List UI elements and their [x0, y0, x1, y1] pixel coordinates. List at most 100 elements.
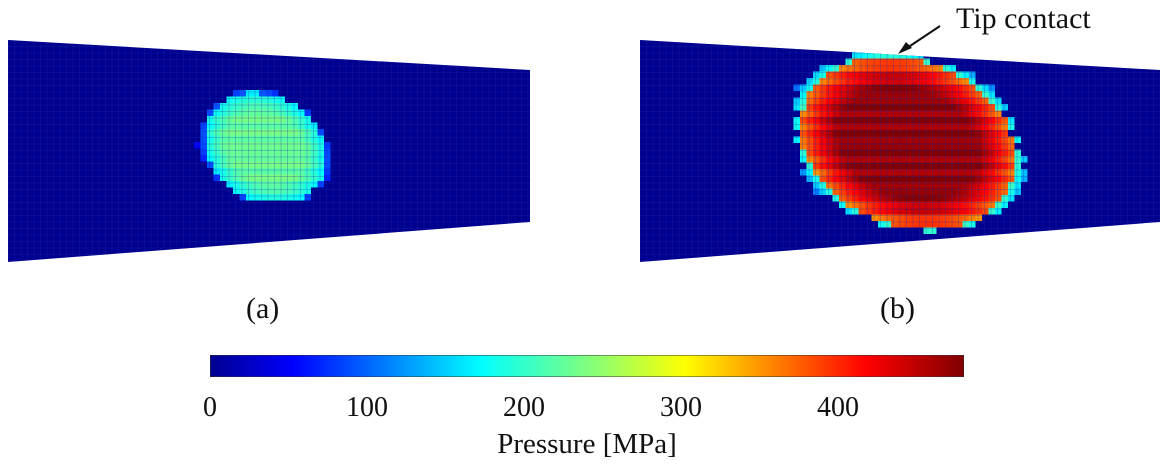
pressure-cell: [910, 110, 917, 117]
pressure-cell: [246, 96, 253, 103]
pressure-cell: [923, 221, 930, 228]
pressure-cell: [975, 195, 982, 202]
pressure-cell: [982, 156, 989, 163]
pressure-cell: [930, 162, 937, 169]
pressure-cell: [943, 201, 950, 208]
pressure-cell: [233, 116, 240, 123]
pressure-cell: [891, 208, 898, 215]
pressure-cell: [923, 195, 930, 202]
pressure-cell: [291, 142, 298, 149]
pressure-cell: [200, 122, 207, 129]
pressure-cell: [975, 188, 982, 195]
pressure-cell: [819, 182, 826, 189]
pressure-cell: [923, 130, 930, 137]
pressure-cell: [858, 201, 865, 208]
pressure-cell: [982, 195, 989, 202]
pressure-cell: [1014, 188, 1021, 195]
pressure-cell: [278, 135, 285, 142]
pressure-cell: [858, 104, 865, 111]
pressure-cell: [852, 182, 859, 189]
pressure-cell: [252, 181, 259, 188]
pressure-cell: [259, 148, 266, 155]
pressure-cell: [995, 104, 1002, 111]
pressure-cell: [884, 52, 891, 59]
pressure-cell: [949, 78, 956, 85]
pressure-cell: [884, 78, 891, 85]
pressure-cell: [936, 110, 943, 117]
pressure-cell: [878, 156, 885, 163]
pressure-cell: [839, 97, 846, 104]
pressure-cell: [285, 142, 292, 149]
pressure-cell: [884, 130, 891, 137]
pressure-cell: [910, 71, 917, 78]
pressure-cell: [858, 117, 865, 124]
pressure-cell: [923, 78, 930, 85]
pressure-cell: [858, 169, 865, 176]
pressure-cell: [819, 117, 826, 124]
pressure-cell: [923, 143, 930, 150]
pressure-cell: [213, 174, 220, 181]
pressure-cell: [298, 116, 305, 123]
pressure-cell: [865, 136, 872, 143]
pressure-cell: [936, 162, 943, 169]
pressure-cell: [845, 104, 852, 111]
pressure-cell: [800, 117, 807, 124]
pressure-cell: [956, 182, 963, 189]
pressure-cell: [806, 169, 813, 176]
pressure-cell: [278, 174, 285, 181]
pressure-cell: [975, 208, 982, 215]
pressure-cell: [793, 123, 800, 130]
pressure-cell: [839, 91, 846, 98]
pressure-cell: [910, 136, 917, 143]
pressure-cell: [252, 122, 259, 129]
pressure-cell: [819, 97, 826, 104]
pressure-cell: [317, 129, 324, 136]
pressure-cell: [936, 117, 943, 124]
pressure-cell: [871, 58, 878, 65]
pressure-cell: [858, 188, 865, 195]
pressure-cell: [285, 181, 292, 188]
pressure-cell: [246, 174, 253, 181]
pressure-cell: [943, 104, 950, 111]
pressure-cell: [891, 71, 898, 78]
pressure-cell: [982, 149, 989, 156]
pressure-cell: [871, 117, 878, 124]
pressure-cell: [858, 123, 865, 130]
pressure-cell: [910, 175, 917, 182]
pressure-cell: [298, 194, 305, 201]
pressure-cell: [949, 201, 956, 208]
pressure-cell: [213, 129, 220, 136]
pressure-cell: [839, 130, 846, 137]
pressure-cell: [871, 110, 878, 117]
pressure-cell: [839, 71, 846, 78]
pressure-cell: [207, 122, 214, 129]
pressure-cell: [239, 122, 246, 129]
pressure-cell: [220, 116, 227, 123]
pressure-cell: [865, 169, 872, 176]
pressure-cell: [845, 123, 852, 130]
pressure-cell: [259, 116, 266, 123]
pressure-cell: [891, 52, 898, 59]
pressure-cell: [988, 195, 995, 202]
pressure-cell: [917, 97, 924, 104]
pressure-cell: [904, 208, 911, 215]
pressure-cell: [878, 221, 885, 228]
pressure-cell: [949, 214, 956, 221]
pressure-cell: [272, 174, 279, 181]
pressure-cell: [239, 90, 246, 97]
pressure-cell: [324, 148, 331, 155]
pressure-cell: [891, 130, 898, 137]
pressure-cell: [891, 169, 898, 176]
pressure-cell: [865, 58, 872, 65]
pressure-cell: [884, 201, 891, 208]
pressure-cell: [252, 116, 259, 123]
pressure-cell: [949, 149, 956, 156]
pressure-cell: [897, 214, 904, 221]
pressure-cell: [910, 78, 917, 85]
pressure-cell: [975, 175, 982, 182]
pressure-cell: [845, 208, 852, 215]
pressure-cell: [265, 187, 272, 194]
pressure-cell: [891, 91, 898, 98]
pressure-cell: [878, 149, 885, 156]
mesh-grid: [640, 40, 1160, 262]
